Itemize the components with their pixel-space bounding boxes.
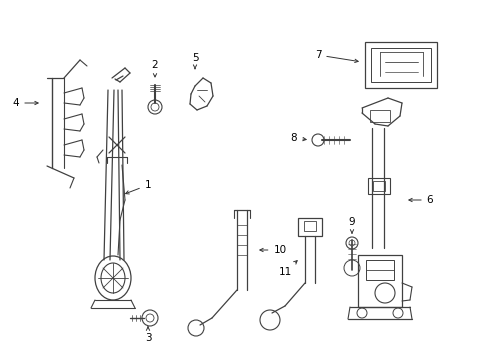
Bar	[358, 255, 402, 307]
Bar	[368, 178, 390, 194]
Text: 3: 3	[145, 327, 151, 343]
Bar	[371, 48, 431, 82]
Text: 8: 8	[291, 133, 306, 143]
Text: 2: 2	[152, 60, 158, 77]
Bar	[370, 110, 390, 122]
Text: 11: 11	[278, 261, 297, 277]
Bar	[304, 221, 316, 231]
Bar	[373, 181, 385, 191]
Bar	[366, 260, 394, 280]
Text: 6: 6	[409, 195, 433, 205]
Text: 9: 9	[349, 217, 355, 233]
Text: 1: 1	[125, 180, 151, 194]
Text: 5: 5	[192, 53, 198, 69]
Bar	[298, 218, 322, 236]
Text: 10: 10	[260, 245, 287, 255]
Text: 7: 7	[315, 50, 358, 63]
Text: 4: 4	[13, 98, 38, 108]
Bar	[365, 42, 437, 88]
